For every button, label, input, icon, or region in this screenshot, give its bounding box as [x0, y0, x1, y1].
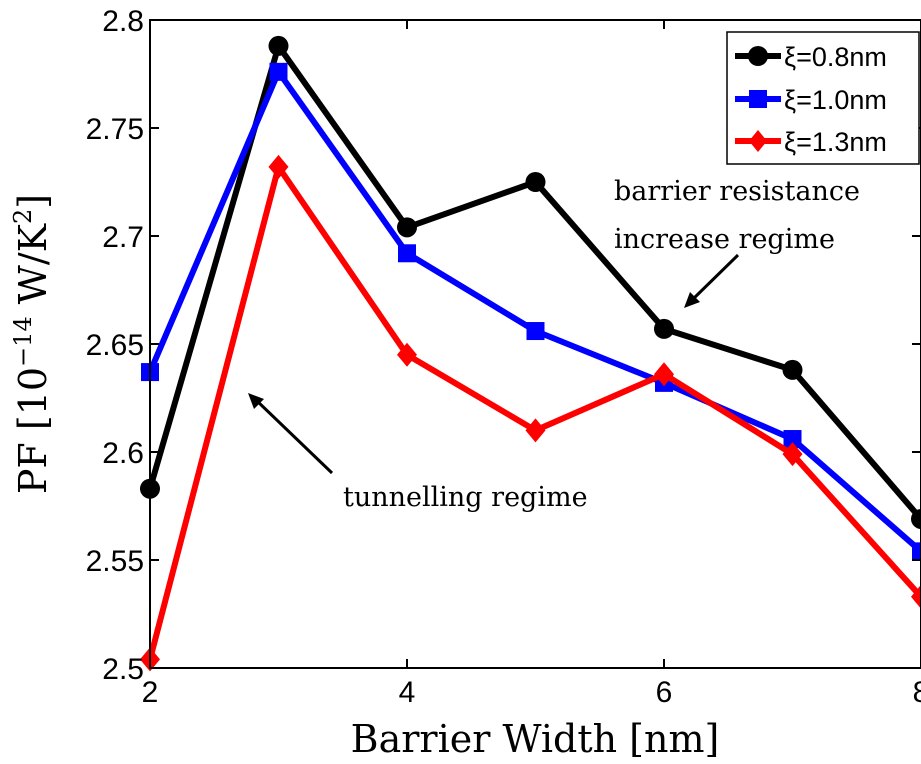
data-point: [268, 154, 289, 179]
data-point: [911, 508, 921, 529]
data-point: [525, 172, 546, 192]
data-point: [783, 430, 802, 449]
data-point: [526, 322, 545, 341]
data-point: [398, 244, 416, 263]
annotation-tunnelling-text: tunnelling regime: [343, 482, 588, 513]
legend-label-0: ξ=0.8nm: [784, 42, 887, 72]
annotation-tunnelling-arrow: [254, 398, 334, 475]
legend-entry-2: ξ=1.3nm: [735, 127, 887, 157]
data-point: [782, 442, 803, 467]
data-point: [654, 318, 674, 339]
annotation-barrier-arrowhead: [684, 292, 700, 308]
legend-label-2: ξ=1.3nm: [784, 127, 887, 157]
annotation-barrier-line1: barrier resistance: [614, 176, 860, 207]
data-point: [397, 342, 417, 367]
data-point: [269, 62, 288, 81]
legend-marker-1: [749, 90, 767, 108]
y-tick-label: 2.5: [102, 653, 144, 686]
x-tick-label: 8: [913, 676, 921, 709]
annotation-tunnelling-arrowhead: [248, 393, 264, 409]
data-point: [268, 35, 289, 56]
data-point: [654, 362, 674, 387]
legend-label-1: ξ=1.0nm: [784, 85, 887, 115]
x-tick-label: 2: [142, 676, 159, 709]
legend-entry-1: ξ=1.0nm: [735, 85, 887, 115]
annotation-barrier-line2: increase regime: [614, 224, 835, 255]
data-point: [397, 217, 417, 238]
data-point: [911, 584, 921, 609]
y-tick-label: 2.75: [86, 113, 144, 146]
legend: ξ=0.8nm ξ=1.0nm ξ=1.3nm: [726, 31, 920, 165]
series-layer: [140, 35, 921, 672]
ticks-layer: 2 4 6 8 2.5 2.55 2.6 2.65 2.7 2.75 2.8: [86, 5, 921, 709]
data-point: [525, 418, 546, 443]
legend-entry-0: ξ=0.8nm: [735, 42, 887, 72]
y-axis-title: PF [10−14 W/K2]: [9, 194, 55, 494]
x-axis-title: Barrier Width [nm]: [351, 717, 720, 761]
series-1: [141, 62, 921, 561]
y-tick-label: 2.6: [102, 437, 144, 470]
legend-marker-2: [749, 130, 767, 152]
annotation-barrier-arrow: [688, 253, 740, 304]
y-tick-label: 2.7: [102, 221, 144, 254]
y-tick-label: 2.55: [86, 545, 144, 578]
series-2: [140, 154, 921, 672]
data-point: [782, 359, 803, 380]
y-tick-label: 2.8: [102, 5, 144, 38]
x-tick-label: 6: [656, 676, 673, 709]
y-tick-label: 2.65: [86, 329, 144, 362]
legend-marker-0: [748, 46, 768, 66]
data-point: [912, 542, 921, 561]
annotation-barrier: barrier resistance increase regime: [614, 176, 860, 308]
series-0: [140, 35, 921, 529]
x-tick-label: 4: [399, 676, 416, 709]
annotation-tunnelling: tunnelling regime: [248, 393, 588, 513]
